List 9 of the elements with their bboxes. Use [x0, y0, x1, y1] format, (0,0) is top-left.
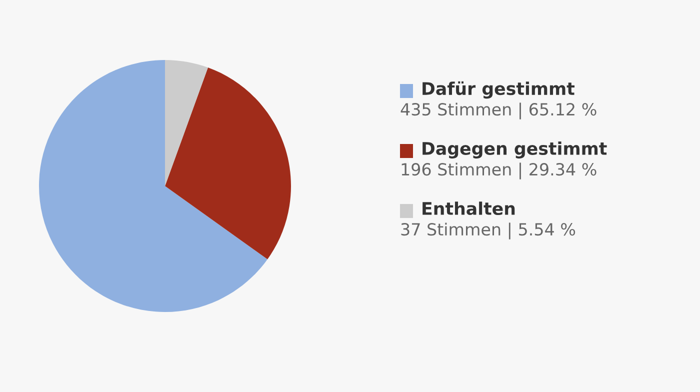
legend-label: Dafür gestimmt	[422, 81, 575, 99]
legend-label: Enthalten	[422, 202, 515, 216]
data-label: 196 Stimmen | 29.34 %	[402, 162, 596, 180]
pie-slice	[165, 60, 208, 186]
legend-label: Dagegen gestimmt	[422, 142, 607, 158]
pie-slice	[165, 68, 291, 260]
data-label: 37 Stimmen | 5.54 %	[401, 222, 576, 240]
data-label: 435 Stimmen | 65.12 %	[400, 102, 596, 120]
pie-slice	[39, 60, 268, 312]
